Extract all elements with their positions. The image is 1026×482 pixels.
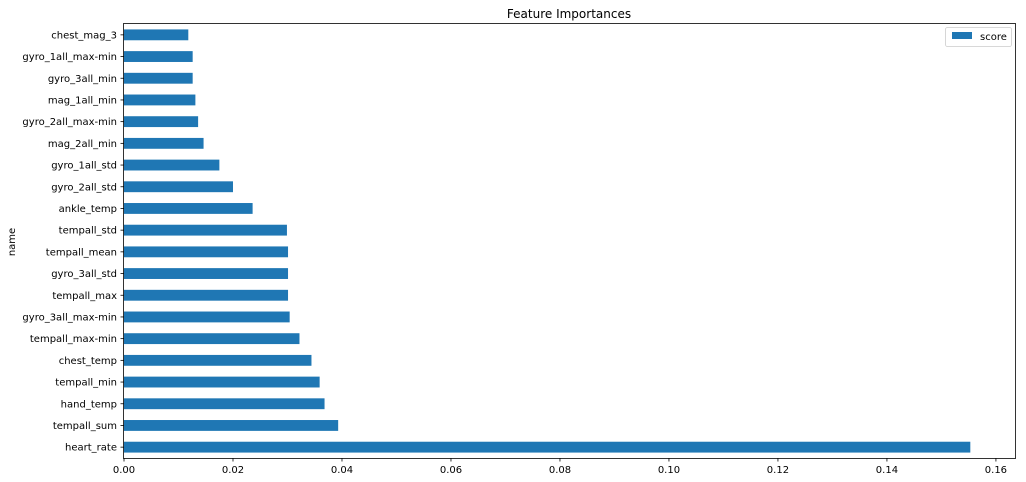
x-tick-label: 0.06 [440,465,462,476]
bar-chest_temp [124,354,312,366]
x-tick-label: 0.16 [985,465,1007,476]
y-tick-label: tempall_sum [53,421,117,432]
y-tick-label: gyro_3all_min [48,74,117,85]
y-tick-label: gyro_2all_std [51,182,117,193]
bar-tempall_std [124,224,287,236]
bar-ankle_temp [124,203,253,214]
y-tick-label: hand_temp [61,399,117,410]
bar-tempall_min [124,376,320,388]
x-tick-label: 0.08 [549,465,571,476]
bar-tempall_sum [124,420,339,431]
bar-tempall_max-min [124,333,300,345]
y-tick-label: gyro_1all_std [51,161,117,172]
legend-label-score: score [980,32,1007,43]
y-tick-label: tempall_mean [46,247,117,258]
bar-gyro_1all_std [124,159,220,171]
bar-heart_rate [124,441,971,453]
y-tick-label: gyro_2all_max-min [22,117,117,128]
x-tick-label: 0.10 [658,465,680,476]
y-tick-label: chest_temp [59,356,117,367]
bar-mag_1all_min [124,94,196,106]
bar-gyro_2all_std [124,181,233,193]
bar-gyro_3all_std [124,268,289,279]
y-tick-label: mag_1all_min [48,95,117,106]
x-tick-label: 0.00 [113,465,135,476]
y-tick-label: tempall_max-min [30,334,117,345]
bar-tempall_max [124,289,289,301]
x-tick-label: 0.12 [767,465,789,476]
y-tick-label: tempall_std [59,226,117,237]
y-ticks-group: heart_rate tempall_sum hand_temp tempall_mi… [22,30,124,454]
y-tick-label: tempall_min [55,378,117,389]
bar-gyro_2all_max-min [124,116,199,128]
y-tick-label: gyro_1all_max-min [22,52,117,63]
bar-gyro_3all_min [124,72,193,84]
bar-gyro_1all_max-min [124,51,193,62]
bar-hand_temp [124,398,325,410]
legend-swatch-score [952,32,972,39]
y-tick-label: mag_2all_min [48,139,117,150]
x-tick-label: 0.02 [222,465,244,476]
bar-mag_2all_min [124,137,204,149]
chart-title: Feature Importances [507,7,631,21]
y-axis-label: name [7,228,18,256]
x-tick-label: 0.04 [331,465,353,476]
y-tick-label: gyro_3all_max-min [22,312,117,323]
legend: score [945,27,1012,47]
x-tick-label: 0.14 [876,465,898,476]
bar-tempall_mean [124,246,289,258]
x-ticks-group: 0.00 0.02 0.04 0.06 0.08 0.10 0.12 0.14 0.16 [113,458,1007,476]
bar-chest_mag_3 [124,29,189,41]
y-tick-label: tempall_max [52,291,117,302]
y-tick-label: chest_mag_3 [51,30,117,41]
y-tick-label: ankle_temp [59,204,117,215]
bars-group [124,29,971,453]
y-tick-label: gyro_3all_std [51,269,117,280]
y-tick-label: heart_rate [65,443,117,454]
plot-frame [123,23,1016,459]
bar-gyro_3all_max-min [124,311,290,323]
